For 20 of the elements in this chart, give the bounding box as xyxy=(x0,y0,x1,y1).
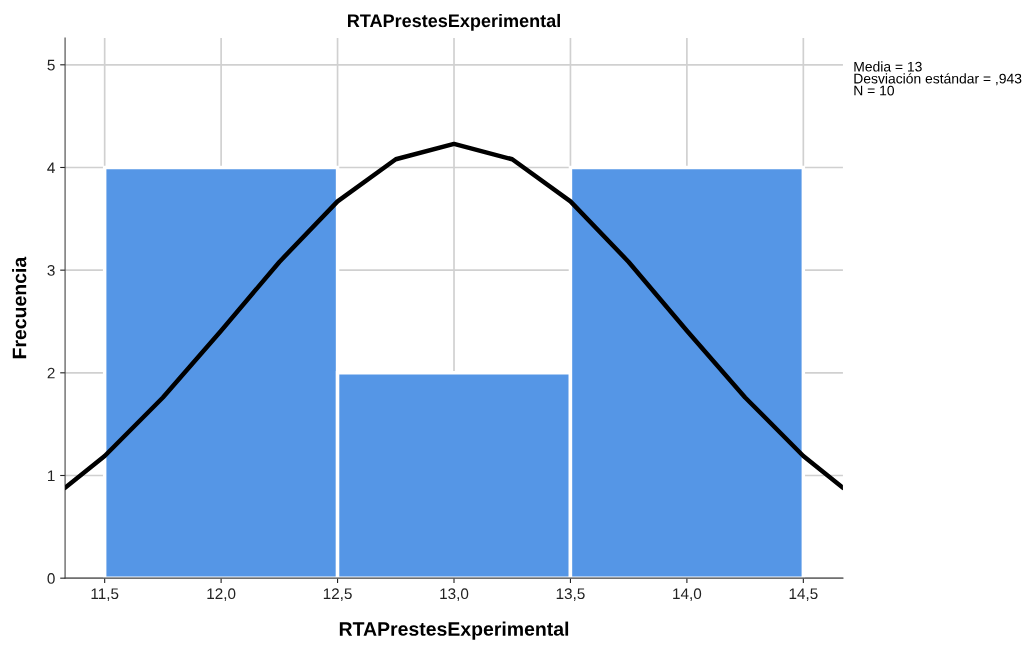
x-tick-label: 12,0 xyxy=(207,588,236,601)
y-tick-label: 4 xyxy=(47,162,55,174)
text: Media = 13 xyxy=(854,61,922,72)
y-tick-label: 2 xyxy=(47,367,55,379)
chart-title: RTAPrestesExperimental xyxy=(348,13,560,31)
y-tick-label: 3 xyxy=(47,265,55,276)
x-tick-label: 13,5 xyxy=(556,588,585,601)
y-tick-label: 5 xyxy=(47,59,55,71)
x-tick-label: 11,5 xyxy=(91,588,119,601)
y-axis-title: Frecuencia xyxy=(12,256,27,359)
text: Desviación estándar = ,943 xyxy=(854,73,1022,86)
x-tick-label: 12,5 xyxy=(323,588,352,601)
x-axis-title: RTAPrestesExperimental xyxy=(339,621,569,640)
y-tick-label: 0 xyxy=(47,573,55,584)
x-tick-label: 14,5 xyxy=(789,588,818,601)
line-series xyxy=(65,141,843,491)
y-tick-label: 1 xyxy=(48,470,55,482)
text: N = 10 xyxy=(854,85,895,96)
x-tick-label: 14,0 xyxy=(673,588,702,601)
x-tick-label: 13,0 xyxy=(440,588,469,601)
